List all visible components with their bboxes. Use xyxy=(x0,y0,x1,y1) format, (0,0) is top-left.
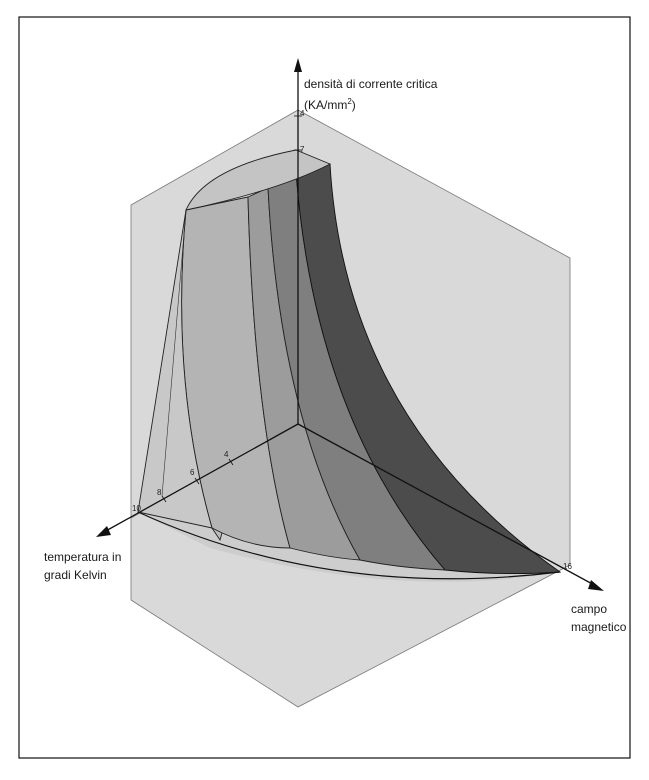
figure-border xyxy=(18,16,631,759)
surface-bottom-curve xyxy=(137,511,561,580)
surface-band-5 xyxy=(295,163,562,575)
density-tick-label: 4 xyxy=(300,109,305,118)
vertical-axis-arrowhead xyxy=(294,58,302,72)
density-tick-label: 7 xyxy=(300,145,305,154)
field-axis-label-line1: campo xyxy=(571,602,608,616)
temperature-tick xyxy=(228,458,234,466)
field-tick-label: 16 xyxy=(563,562,572,571)
temperature-axis xyxy=(103,423,299,533)
field-axis-arrowhead xyxy=(588,580,604,591)
vertical-axis-label-line1: densità di corrente critica xyxy=(304,77,438,91)
surface-top-cap xyxy=(185,149,332,211)
vertical-axis-label: densità di corrente critica (KA/mm2) xyxy=(304,75,437,114)
temperature-tick-label: 6 xyxy=(190,468,195,477)
temperature-axis-arrowhead xyxy=(96,526,111,537)
unit-suffix: ) xyxy=(351,98,356,112)
unit-exponent: 2 xyxy=(347,97,352,106)
floor-grid-line xyxy=(161,209,187,497)
vertical-axis-label-line2: (KA/mm2) xyxy=(304,93,437,114)
temperature-tick-label: 10 xyxy=(132,504,141,513)
temperature-tick-label: 4 xyxy=(224,450,229,459)
field-axis-label-line2: magnetico xyxy=(571,620,627,634)
field-axis-label: campo magnetico xyxy=(571,600,626,636)
temperature-tick-label: 8 xyxy=(157,488,162,497)
temperature-tick xyxy=(194,477,200,485)
field-axis xyxy=(297,423,597,587)
temperature-tick xyxy=(161,495,167,503)
temperature-axis-label-line1: temperatura in xyxy=(44,550,122,564)
temperature-axis-label-line2: gradi Kelvin xyxy=(44,568,107,582)
unit-prefix: (KA/mm xyxy=(304,98,348,112)
temperature-axis-label: temperatura in gradi Kelvin xyxy=(44,548,121,584)
